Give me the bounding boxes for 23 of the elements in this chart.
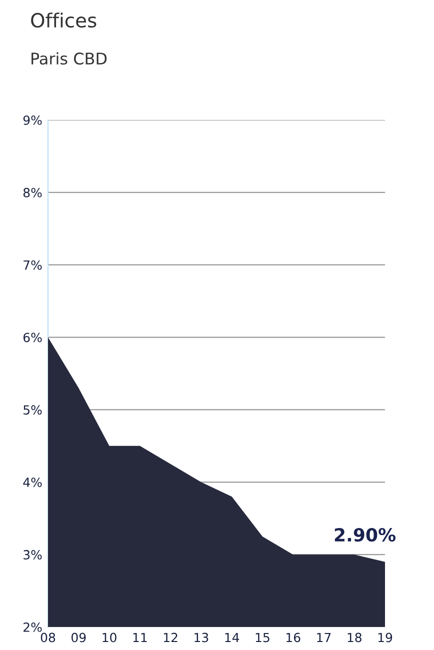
y-tick-label: 2% (24, 622, 42, 632)
x-tick-label: 18 (348, 632, 362, 642)
x-tick-label: 11 (133, 632, 147, 642)
chart-title: Offices (31, 12, 96, 28)
x-tick-label: 19 (378, 632, 392, 642)
x-tick-label: 10 (102, 632, 116, 642)
x-tick-label: 17 (317, 632, 331, 642)
x-tick-label: 12 (164, 632, 178, 642)
chart-subtitle: Paris CBD (32, 52, 107, 65)
x-tick-label: 14 (225, 632, 240, 642)
x-tick-label: 16 (286, 632, 300, 642)
y-tick-label: 7% (24, 260, 42, 270)
x-tick-label: 09 (72, 632, 86, 642)
x-tick-label: 08 (40, 632, 56, 642)
y-tick-label: 4% (23, 478, 42, 488)
x-tick-label: 15 (256, 632, 270, 642)
y-tick-label: 5% (24, 405, 42, 415)
y-tick-label: 8% (23, 188, 42, 198)
y-tick-label: 3% (24, 550, 42, 560)
y-tick-label: 9% (23, 115, 42, 125)
x-tick-label: 13 (194, 632, 208, 642)
annotation: 2.90% (334, 528, 396, 542)
y-tick-label: 6% (23, 332, 42, 342)
